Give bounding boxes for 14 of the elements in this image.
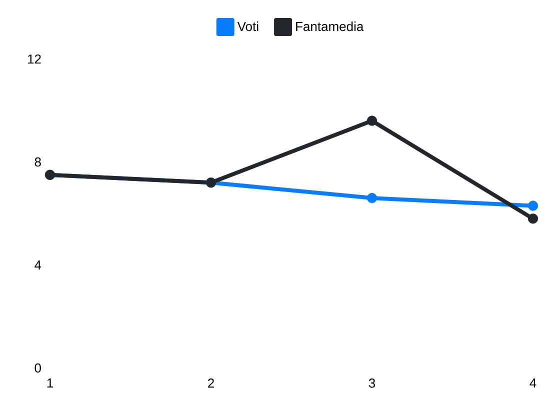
x-tick-label: 3	[368, 378, 376, 388]
legend-label: Fantamedia	[296, 22, 364, 32]
point	[366, 116, 378, 126]
y-tick-label: 8	[34, 157, 41, 167]
x-tick-label: 2	[208, 378, 214, 388]
point	[528, 214, 538, 224]
x-tick-label: 1	[47, 378, 53, 388]
x-tick-label: 4	[530, 378, 536, 388]
legend-label: Voti	[237, 22, 258, 32]
point	[366, 192, 378, 204]
y-tick-label: 12	[28, 54, 41, 64]
y-tick-label: 4	[34, 260, 42, 270]
y-tick-label: 0	[34, 363, 41, 373]
point	[528, 200, 538, 211]
